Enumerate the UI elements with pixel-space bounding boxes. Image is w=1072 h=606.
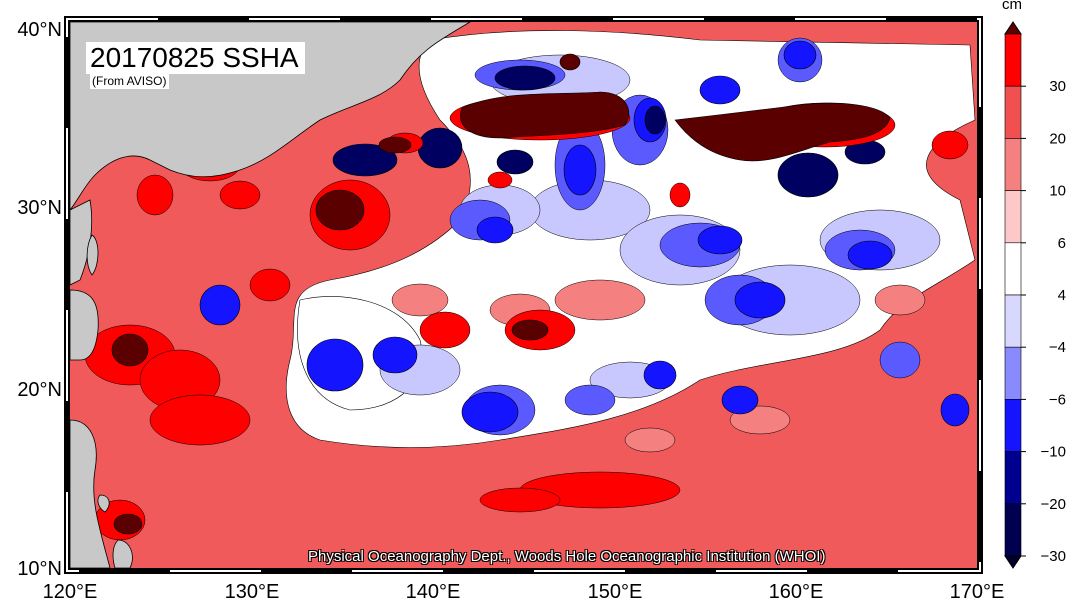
map-title-box: 20170825 SSHA <box>86 42 305 74</box>
colorbar-tick-label: −20 <box>1041 496 1066 513</box>
lon-label-150: 150°E <box>588 581 643 603</box>
colorbar-segment <box>1004 451 1022 505</box>
lat-label-10: 10°N <box>17 558 62 580</box>
mindanao-edge <box>112 539 133 568</box>
colorbar-bottom-triangle <box>1004 555 1022 569</box>
lat-label-20: 20°N <box>17 379 62 401</box>
colorbar-segment <box>1004 33 1022 87</box>
colorbar-segment <box>1004 294 1022 348</box>
colorbar-top-triangle <box>1004 21 1022 35</box>
colorbar-units: cm <box>1002 0 1022 13</box>
lon-label-120: 120°E <box>43 581 98 603</box>
taiwan <box>86 234 99 276</box>
colorbar-tick-label: 20 <box>1049 130 1066 147</box>
philippine-islet <box>97 494 110 513</box>
lon-label-170: 170°E <box>950 581 1005 603</box>
credit-text: Physical Oceanography Dept., Woods Hole … <box>308 548 826 565</box>
extreme-negative-regions <box>332 65 886 198</box>
colorbar-segment <box>1004 346 1022 400</box>
colorbar-tick-label: −10 <box>1041 444 1066 461</box>
colorbar-segment <box>1004 503 1022 557</box>
map-subtitle: (From AVISO) <box>90 74 170 89</box>
map-plot-area <box>70 22 977 568</box>
lat-label-40: 40°N <box>17 19 62 41</box>
colorbar-segment <box>1004 242 1022 296</box>
philippines-south <box>70 419 111 568</box>
luzon <box>70 289 99 361</box>
colorbar-segment <box>1004 190 1022 244</box>
frame-border <box>64 16 983 574</box>
colorbar-segment <box>1004 138 1022 191</box>
colorbar-segment <box>1004 85 1022 139</box>
colorbar-tick-label: −30 <box>1041 548 1066 565</box>
colorbar-tick-label: 10 <box>1049 183 1066 200</box>
axis-labels: 120°E 130°E 140°E 150°E 160°E 170°E 10°N… <box>17 19 1004 603</box>
lon-label-140: 140°E <box>406 581 461 603</box>
colorbar-tick-label: −4 <box>1049 339 1066 356</box>
colorbar-segment <box>1004 399 1022 452</box>
lat-label-30: 30°N <box>17 197 62 219</box>
colorbar: 30 20 10 6 4 −4 −6 −10 −20 −30 <box>1004 21 1066 569</box>
colorbar-tick-label: 4 <box>1058 287 1066 304</box>
extreme-positive-regions <box>111 53 891 535</box>
colorbar-tick-label: 30 <box>1049 78 1066 95</box>
map-frame <box>64 16 983 574</box>
map-title: 20170825 SSHA <box>90 42 299 73</box>
colorbar-tick-label: −6 <box>1049 391 1066 408</box>
lon-label-160: 160°E <box>769 581 824 603</box>
lon-label-130: 130°E <box>225 581 280 603</box>
colorbar-tick-label: 6 <box>1058 235 1066 252</box>
